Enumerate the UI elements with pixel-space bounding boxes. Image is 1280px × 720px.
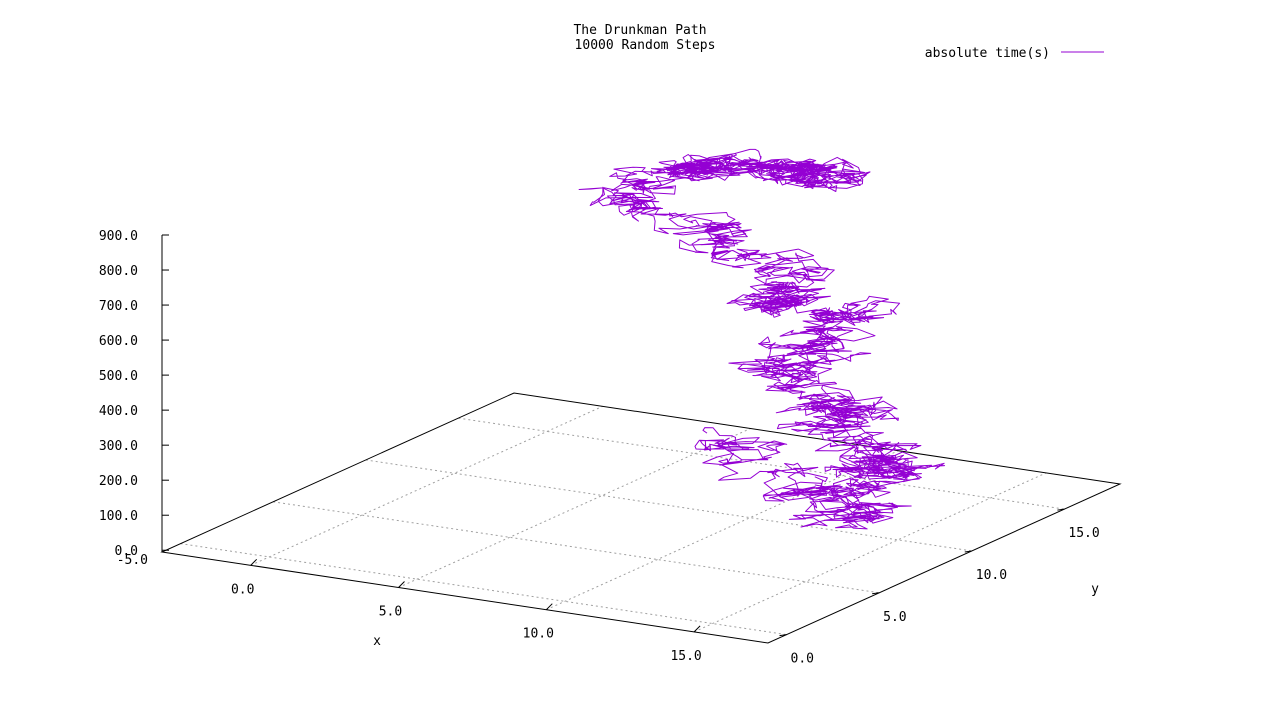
grid-line-y-0 — [180, 543, 787, 636]
y-tick-label-0: 0.0 — [791, 652, 814, 667]
z-tick-label-1: 100.0 — [99, 509, 138, 524]
z-tick-label-2: 200.0 — [99, 474, 138, 489]
grid-line-x-0 — [250, 405, 603, 566]
y-tick-3 — [1057, 508, 1065, 511]
z-tick-label-9: 900.0 — [99, 229, 138, 244]
x-tick-2 — [545, 603, 553, 611]
x-tick-label-3: 15.0 — [670, 649, 701, 664]
z-tick-label-8: 800.0 — [99, 264, 138, 279]
x-tick-label-2: 10.0 — [523, 627, 554, 642]
grid-line-x-2 — [546, 450, 899, 611]
x-tick-label-1: 5.0 — [379, 605, 402, 620]
z-tick-label-3: 300.0 — [99, 439, 138, 454]
y-axis-label: y — [1091, 582, 1099, 597]
x-tick-1 — [398, 581, 405, 588]
z-tick-label-6: 600.0 — [99, 334, 138, 349]
grid-line-y-3 — [458, 417, 1065, 510]
y-tick-2 — [964, 550, 972, 553]
y-tick-1 — [872, 592, 880, 595]
axes — [160, 234, 1122, 644]
z-tick-label-5: 500.0 — [99, 369, 138, 384]
z-tick-label-4: 400.0 — [99, 404, 138, 419]
legend: absolute time(s) — [925, 46, 1104, 61]
floor-grid — [180, 405, 1065, 636]
floor-border — [160, 392, 1122, 644]
x-tick-label-0: 0.0 — [231, 582, 254, 597]
z-tick-label-0: 0.0 — [115, 544, 138, 559]
grid-line-y-1 — [273, 501, 880, 594]
y-tick-label-2: 10.0 — [976, 568, 1007, 583]
chart-title-line-2: 10000 Random Steps — [575, 38, 716, 53]
series-layer — [578, 148, 946, 530]
y-tick-label-1: 5.0 — [883, 610, 906, 625]
tick-labels: 0.0 5.0 10.0 15.0 0.0 5.0 10.0 15.0 0.0 100.0 200.… — [99, 229, 1100, 667]
grid-line-y-2 — [365, 459, 972, 552]
x-tick-0 — [250, 558, 258, 566]
grid-line-x-3 — [693, 472, 1047, 633]
chart-title-line-1: The Drunkman Path — [573, 23, 706, 38]
grid-line-x-1 — [398, 428, 751, 588]
y-tick-label-3: 15.0 — [1068, 526, 1099, 541]
series-line-0 — [578, 148, 946, 530]
y-tick-0 — [779, 634, 787, 637]
z-floor-label: -5.0 — [117, 553, 148, 568]
x-tick-3 — [693, 625, 701, 633]
z-tick-label-7: 700.0 — [99, 299, 138, 314]
x-axis-label: x — [373, 634, 381, 649]
legend-entry-label: absolute time(s) — [925, 46, 1050, 61]
